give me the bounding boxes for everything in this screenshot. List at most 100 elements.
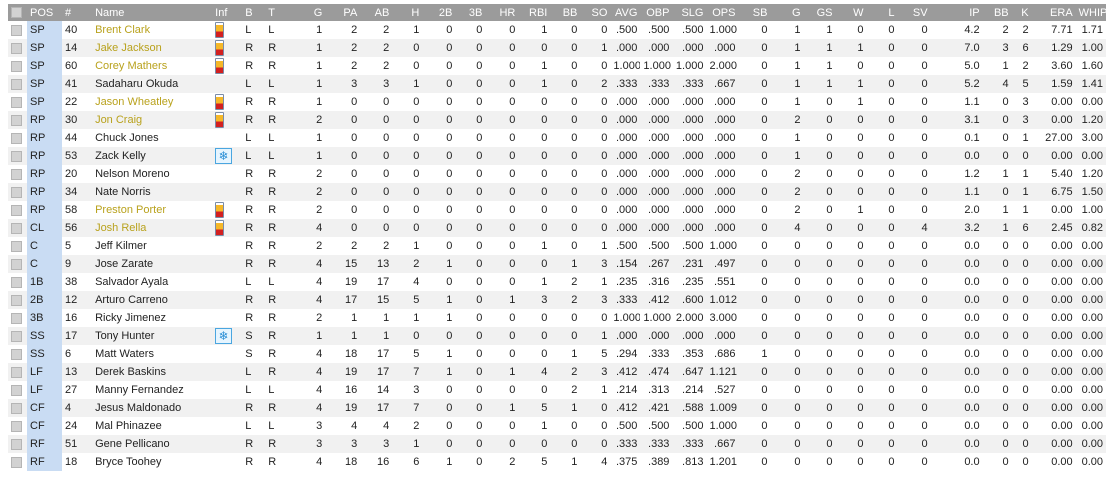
column-header[interactable]: PA xyxy=(325,4,361,21)
column-header[interactable]: WHIP xyxy=(1075,4,1106,21)
player-row[interactable]: SP 22 Jason Wheatley R R 1 0 0 0 0 0 0 0 0 0.000.000.0… xyxy=(8,93,1106,111)
column-header[interactable]: SB xyxy=(738,4,771,21)
select-all-checkbox[interactable] xyxy=(11,7,22,19)
column-header[interactable]: POS xyxy=(27,4,63,21)
row-checkbox[interactable] xyxy=(11,294,22,306)
player-row[interactable]: 3B 16 Ricky Jimenez R R 2 1 1 1 1 0 0 0 0 0 1.000 1.000 2… xyxy=(8,309,1106,327)
row-checkbox[interactable] xyxy=(11,132,22,144)
player-name[interactable]: Chuck Jones xyxy=(95,132,159,144)
player-row[interactable]: SP 60 Corey Mathers R R 1 2 2 0 0 0 0 1 0 0 1.000 1.000 1… xyxy=(8,57,1106,75)
player-name[interactable]: Gene Pellicano xyxy=(92,435,213,453)
row-checkbox[interactable] xyxy=(11,402,22,414)
player-name[interactable]: Matt Waters xyxy=(95,348,154,360)
player-name[interactable]: Tony Hunter xyxy=(92,327,213,345)
row-checkbox[interactable] xyxy=(11,96,22,108)
player-name[interactable]: Preston Porter xyxy=(95,204,166,216)
column-header[interactable]: BB xyxy=(550,4,581,21)
column-header[interactable]: G xyxy=(290,4,326,21)
row-checkbox[interactable] xyxy=(11,222,22,234)
row-checkbox[interactable] xyxy=(11,276,22,288)
player-name[interactable]: Ricky Jimenez xyxy=(95,312,166,324)
player-row[interactable]: RP 53 Zack Kelly ❄ L L 1 0 0 0 0 0 0 0 0 0.000.000.000.… xyxy=(8,147,1106,165)
player-name[interactable]: Jeff Kilmer xyxy=(95,240,147,252)
column-header[interactable]: Name xyxy=(92,4,213,21)
column-header[interactable]: L xyxy=(866,4,898,21)
column-header[interactable]: OBP xyxy=(640,4,673,21)
row-checkbox[interactable] xyxy=(11,384,22,396)
player-row[interactable]: RP 34 Nate Norris R R 2 0 0 0 0 0 0 0 0 0.000.000.000.… xyxy=(8,183,1106,201)
row-checkbox[interactable] xyxy=(11,438,22,450)
player-name[interactable]: Nate Norris xyxy=(92,183,213,201)
row-checkbox[interactable] xyxy=(11,78,22,90)
row-checkbox[interactable] xyxy=(11,366,22,378)
player-name[interactable]: Corey Mathers xyxy=(95,60,168,72)
row-checkbox[interactable] xyxy=(11,60,22,72)
player-name[interactable]: Derek Baskins xyxy=(92,363,213,381)
player-row[interactable]: LF 13 Derek Baskins L R 4 19 17 7 1 0 1 4 2 3.412.474.… xyxy=(8,363,1106,381)
player-row[interactable]: RP 58 Preston Porter R R 2 0 0 0 0 0 0 0 0 0.000.000.0… xyxy=(8,201,1106,219)
row-checkbox[interactable] xyxy=(11,114,22,126)
column-header[interactable]: SV xyxy=(897,4,931,21)
player-name[interactable]: Sadaharu Okuda xyxy=(92,75,213,93)
player-row[interactable]: RF 51 Gene Pellicano R R 3 3 3 1 0 0 0 0 0 0.333.333.3… xyxy=(8,435,1106,453)
column-header[interactable]: K xyxy=(1011,4,1032,21)
row-checkbox[interactable] xyxy=(11,330,22,342)
player-name[interactable]: Josh Rella xyxy=(92,219,213,237)
player-name[interactable]: Zack Kelly xyxy=(92,147,213,165)
row-checkbox[interactable] xyxy=(11,186,22,198)
column-header[interactable]: BB xyxy=(982,4,1012,21)
column-header[interactable]: OPS xyxy=(706,4,739,21)
column-header[interactable]: W xyxy=(835,4,867,21)
player-row[interactable]: SP 14 Jake Jackson R R 1 2 2 0 0 0 0 0 0 1.000.000.000… xyxy=(8,39,1106,57)
column-header[interactable]: 2B xyxy=(422,4,456,21)
row-checkbox[interactable] xyxy=(11,204,22,216)
player-row[interactable]: CF 24 Mal Phinazee L L 3 4 4 2 0 0 0 1 0 0 .500 .500 .500… xyxy=(8,417,1106,435)
player-row[interactable]: CF 4 Jesus Maldonado R R 4 19 17 7 0 0 1 5 1 0.412.421… xyxy=(8,399,1106,417)
row-checkbox[interactable] xyxy=(11,420,22,432)
player-row[interactable]: SS 17 Tony Hunter ❄ S R 1 1 1 0 0 0 0 0 0 1.000.000.000… xyxy=(8,327,1106,345)
row-checkbox[interactable] xyxy=(11,42,22,54)
row-checkbox[interactable] xyxy=(11,456,22,468)
column-header[interactable]: 3B xyxy=(455,4,486,21)
player-row[interactable]: SS 6 Matt Waters S R 4 18 17 5 1 0 0 0 1 5 .294 .333 .353… xyxy=(8,345,1106,363)
player-name[interactable]: Jason Wheatley xyxy=(95,96,174,108)
player-name[interactable]: Arturo Carreno xyxy=(92,291,213,309)
column-header[interactable]: B xyxy=(242,4,266,21)
column-header[interactable]: IP xyxy=(930,4,983,21)
player-name[interactable]: Bryce Toohey xyxy=(95,456,162,468)
player-name[interactable]: Brent Clark xyxy=(95,24,151,36)
player-name[interactable]: Salvador Ayala xyxy=(95,276,169,288)
row-checkbox[interactable] xyxy=(11,150,22,162)
column-header[interactable]: GS xyxy=(803,4,836,21)
player-row[interactable]: C 9 Jose Zarate R R 4 15 13 2 1 0 0 0 1 3.154.267.231.… xyxy=(8,255,1106,273)
column-header[interactable]: AB xyxy=(360,4,393,21)
player-row[interactable]: SP 40 Brent Clark L L 1 2 2 1 0 0 0 1 0 0 .500 .500 .500 1… xyxy=(8,21,1106,39)
column-header[interactable]: H xyxy=(392,4,423,21)
row-checkbox[interactable] xyxy=(11,24,22,36)
column-header[interactable]: AVG xyxy=(610,4,641,21)
player-row[interactable]: LF 27 Manny Fernandez L L 4 16 14 3 0 0 0 0 2 1 .214 .31… xyxy=(8,381,1106,399)
player-row[interactable]: C 5 Jeff Kilmer R R 2 2 2 1 0 0 0 1 0 1 .500 .500 .500 1.0… xyxy=(8,237,1106,255)
player-row[interactable]: CL 56 Josh Rella R R 4 0 0 0 0 0 0 0 0 0.000.000.000.0… xyxy=(8,219,1106,237)
player-name[interactable]: Jose Zarate xyxy=(92,255,213,273)
player-row[interactable]: RP 30 Jon Craig R R 2 0 0 0 0 0 0 0 0 0.000.000.000.00… xyxy=(8,111,1106,129)
player-row[interactable]: 1B 38 Salvador Ayala L L 4 19 17 4 0 0 0 1 2 1 .235 .316… xyxy=(8,273,1106,291)
column-header[interactable]: RBI xyxy=(518,4,551,21)
player-name[interactable]: Mal Phinazee xyxy=(95,420,162,432)
player-name[interactable]: Jon Craig xyxy=(92,111,213,129)
column-header[interactable]: Inf xyxy=(212,4,243,21)
player-name[interactable]: Nelson Moreno xyxy=(95,168,170,180)
column-header[interactable]: T xyxy=(265,4,291,21)
row-checkbox[interactable] xyxy=(11,258,22,270)
column-header[interactable]: HR xyxy=(485,4,519,21)
row-checkbox[interactable] xyxy=(11,240,22,252)
player-row[interactable]: 2B 12 Arturo Carreno R R 4 17 15 5 1 0 1 3 2 3.333.412… xyxy=(8,291,1106,309)
column-header[interactable]: ERA xyxy=(1031,4,1076,21)
player-name[interactable]: Manny Fernandez xyxy=(95,384,184,396)
row-checkbox[interactable] xyxy=(11,348,22,360)
column-header[interactable]: SLG xyxy=(672,4,707,21)
player-name[interactable]: Jake Jackson xyxy=(92,39,213,57)
player-row[interactable]: SP 41 Sadaharu Okuda L L 1 3 3 1 0 0 0 1 0 2.333.333.3… xyxy=(8,75,1106,93)
column-header[interactable]: # xyxy=(62,4,93,21)
row-checkbox[interactable] xyxy=(11,168,22,180)
